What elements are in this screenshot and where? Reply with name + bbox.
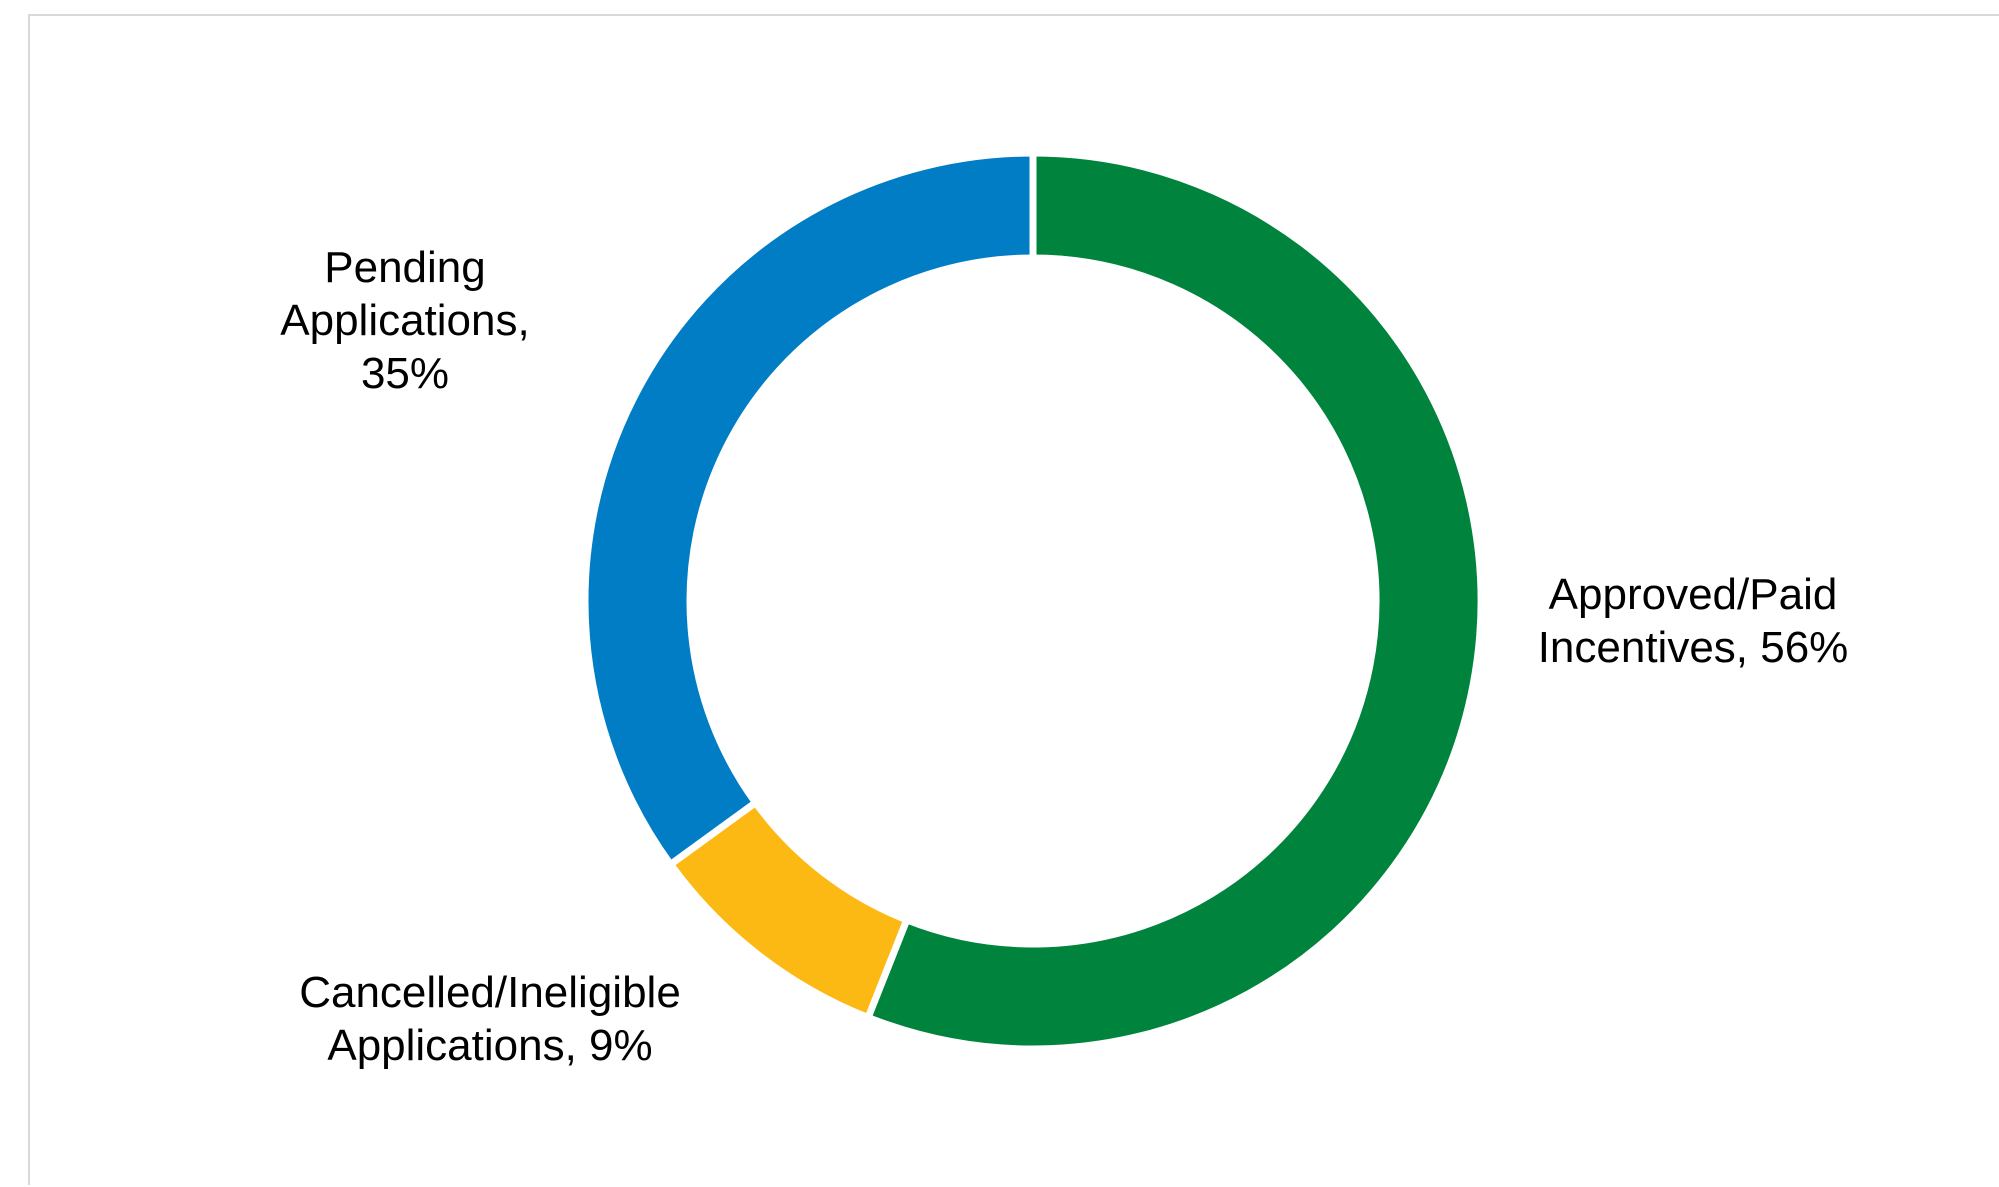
slice-label-approved-line-1: Approved/Paid <box>1548 570 1838 619</box>
slice-label-cancelled: Cancelled/Ineligible Applications, 9% <box>240 966 740 1072</box>
donut-chart <box>581 149 1485 1053</box>
slice-label-pending-line-1: Pending <box>324 243 486 292</box>
slice-label-pending-line-3: 35% <box>360 349 450 398</box>
slice-label-pending: Pending Applications, 35% <box>240 241 570 400</box>
slice-label-approved: Approved/Paid Incentives, 56% <box>1463 568 1923 674</box>
slice-label-pending-line-2: Applications, <box>280 296 530 345</box>
slice-pending <box>581 149 1037 870</box>
chart-area: Approved/Paid Incentives, 56% Cancelled/… <box>28 14 1999 1185</box>
slice-label-cancelled-line-1: Cancelled/Ineligible <box>299 968 681 1017</box>
slice-label-cancelled-line-2: Applications, 9% <box>327 1021 653 1070</box>
slice-approved <box>863 149 1485 1053</box>
slice-label-approved-line-2: Incentives, 56% <box>1537 623 1849 672</box>
